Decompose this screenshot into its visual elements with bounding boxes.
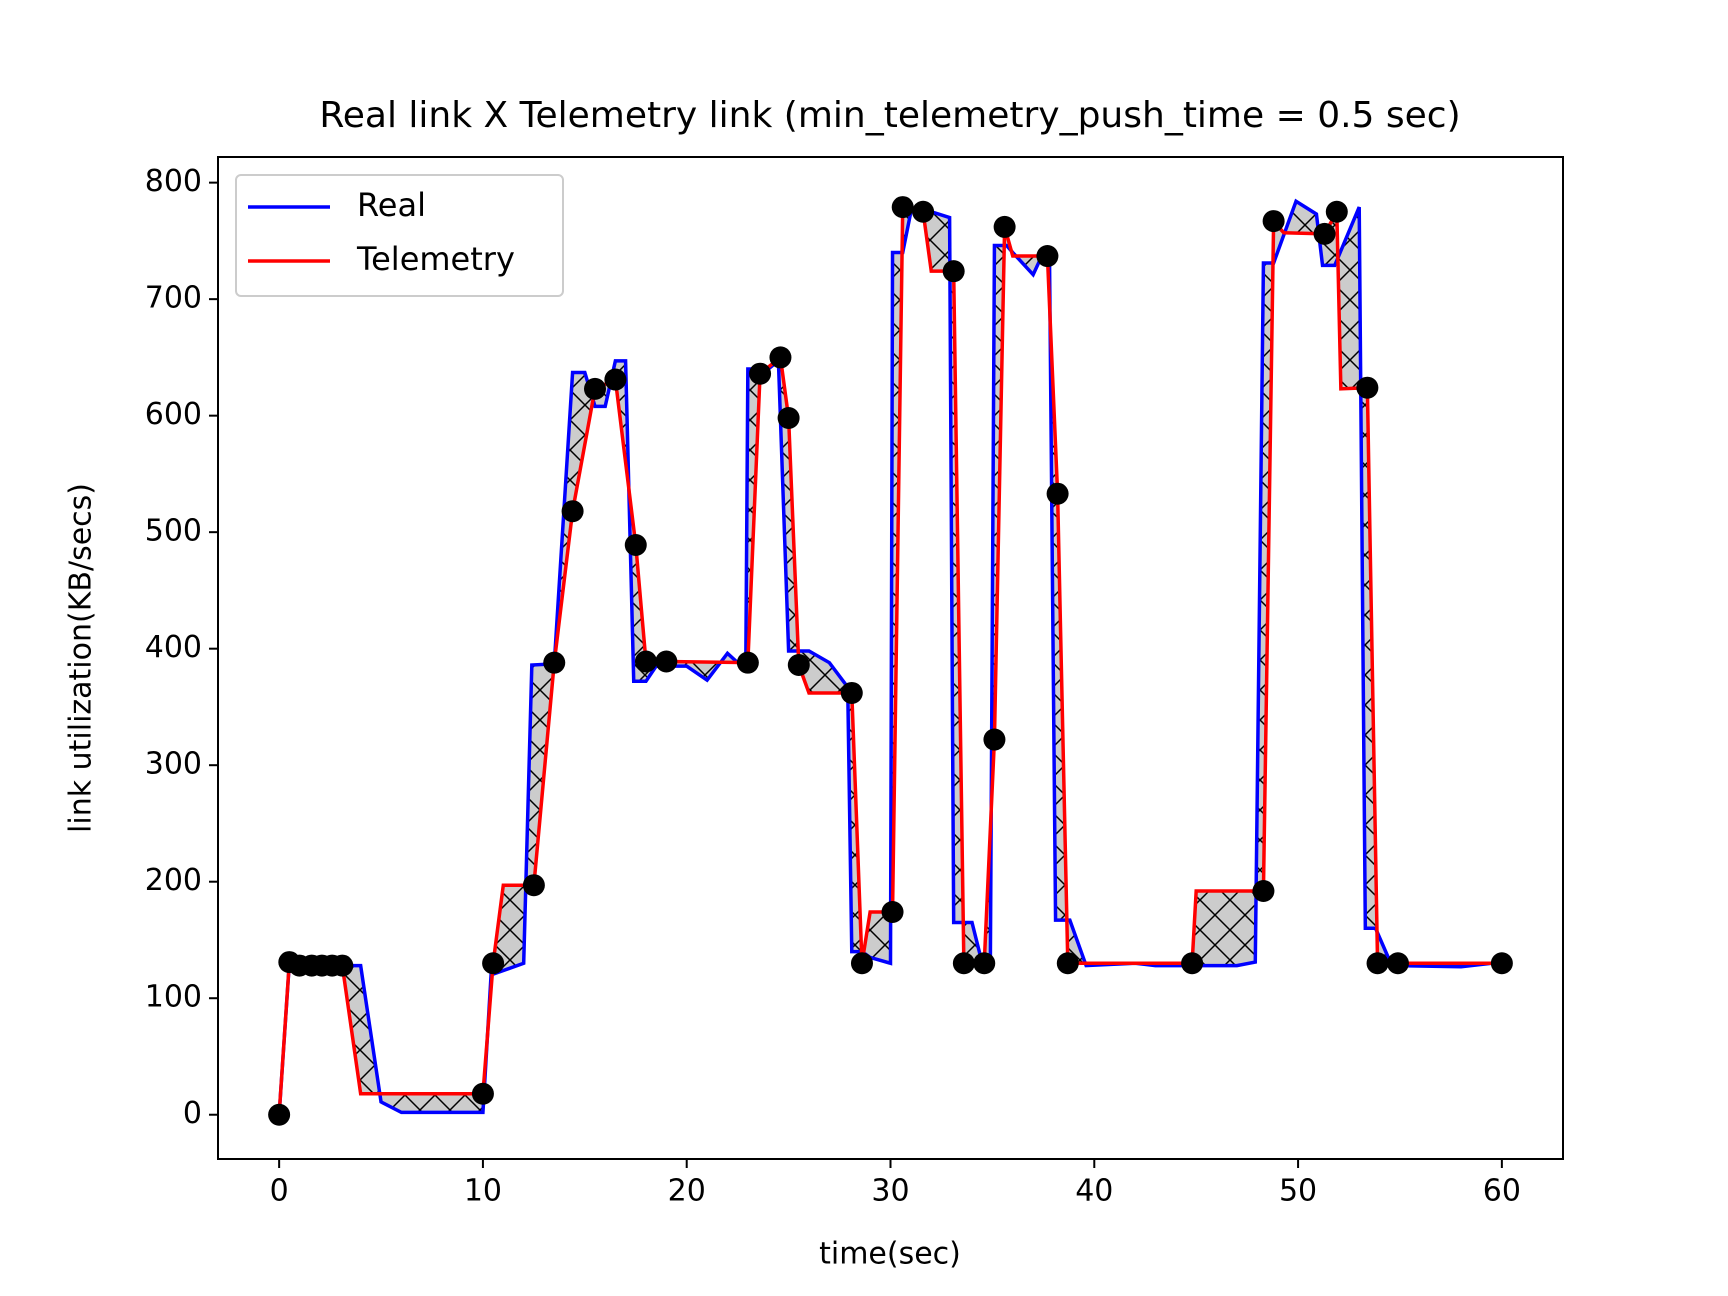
y-tick-label: 200 <box>145 863 202 898</box>
push-point <box>840 681 863 704</box>
legend-label: Telemetry <box>356 240 515 278</box>
x-axis-label: time(sec) <box>819 1237 961 1272</box>
series-line <box>277 198 1503 1115</box>
push-point <box>1356 376 1379 399</box>
push-point <box>1252 880 1275 903</box>
push-point <box>604 368 627 391</box>
push-point <box>561 500 584 523</box>
push-point <box>983 728 1006 751</box>
push-point <box>1386 952 1409 975</box>
x-tick-label: 50 <box>1279 1174 1317 1209</box>
push-point <box>543 651 566 674</box>
push-point <box>1313 222 1336 245</box>
push-point <box>736 651 759 674</box>
x-tick-label: 40 <box>1075 1174 1113 1209</box>
push-point <box>942 260 965 283</box>
push-point <box>1046 482 1069 505</box>
x-tick-label: 20 <box>668 1174 706 1209</box>
push-point <box>624 533 647 556</box>
push-point <box>1181 952 1204 975</box>
chart-title: Real link X Telemetry link (min_telemetr… <box>319 95 1460 136</box>
push-point <box>891 196 914 219</box>
y-tick-label: 500 <box>145 514 202 549</box>
push-point <box>1490 952 1513 975</box>
push-point <box>787 653 810 676</box>
push-point <box>993 215 1016 238</box>
push-point <box>1036 245 1059 268</box>
y-tick-label: 0 <box>183 1096 202 1131</box>
push-point <box>850 952 873 975</box>
y-axis-label: link utilization(KB/secs) <box>64 483 99 833</box>
y-tick-label: 300 <box>145 747 202 782</box>
push-point <box>749 362 772 385</box>
push-point <box>769 346 792 369</box>
push-point <box>1366 952 1389 975</box>
push-point <box>634 650 657 673</box>
push-point <box>952 952 975 975</box>
y-tick-label: 800 <box>145 164 202 199</box>
push-point <box>268 1103 291 1126</box>
push-point <box>912 200 935 223</box>
y-tick-label: 400 <box>145 630 202 665</box>
x-tick-label: 10 <box>464 1174 502 1209</box>
push-point <box>584 377 607 400</box>
push-point <box>1056 952 1079 975</box>
y-tick-label: 700 <box>145 281 202 316</box>
push-point <box>1262 210 1285 233</box>
push-point <box>655 650 678 673</box>
x-tick-label: 0 <box>270 1174 289 1209</box>
x-tick-label: 60 <box>1483 1174 1521 1209</box>
legend-label: Real <box>357 186 426 224</box>
plot-area: 0 10 20 30 40 50 600100200300400500600700800Re… <box>145 156 1564 1209</box>
push-point <box>331 954 354 977</box>
push-point <box>482 952 505 975</box>
push-point <box>1325 200 1348 223</box>
difference-area <box>279 201 1502 1115</box>
x-tick-label: 30 <box>871 1174 909 1209</box>
y-tick-label: 100 <box>145 980 202 1015</box>
push-point <box>777 406 800 429</box>
y-tick-label: 600 <box>145 397 202 432</box>
push-point <box>973 952 996 975</box>
push-point <box>881 900 904 923</box>
push-point <box>471 1082 494 1105</box>
push-point <box>522 874 545 897</box>
